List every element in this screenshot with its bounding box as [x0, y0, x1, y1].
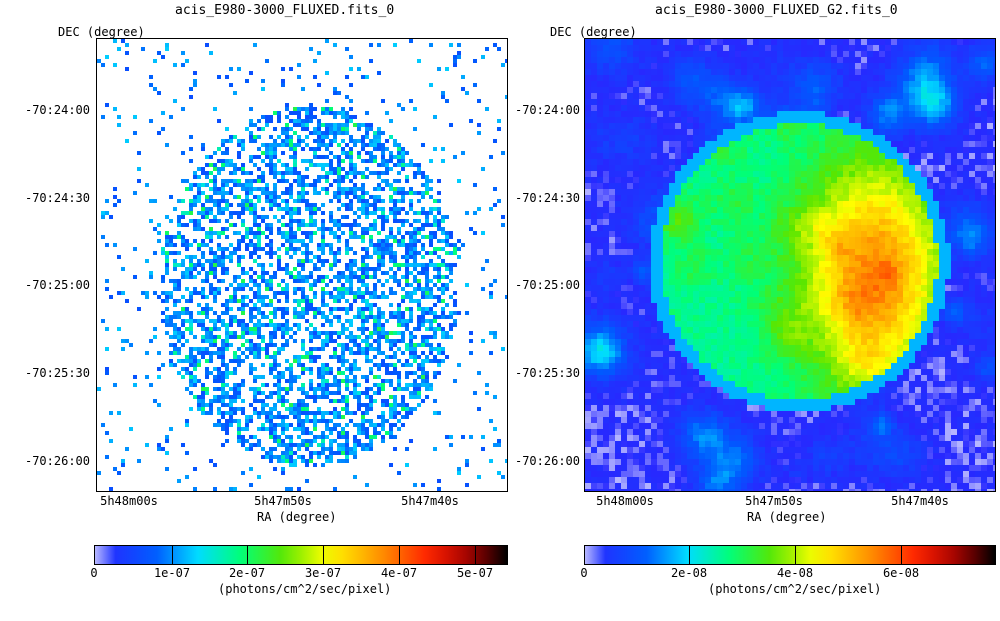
left-colorbar-tick-label: 3e-07	[304, 566, 342, 580]
left-colorbar	[94, 545, 508, 565]
left-colorbar-tickmark	[247, 545, 248, 565]
left-x-tick: 5h47m50s	[254, 494, 312, 508]
right-y-tick: -70:24:30	[514, 191, 580, 205]
left-colorbar-tick-label: 4e-07	[380, 566, 418, 580]
left-colorbar-label: (photons/cm^2/sec/pixel)	[218, 582, 392, 596]
left-image-title: acis_E980-3000_FLUXED.fits_0	[175, 3, 395, 18]
left-y-tick: -70:25:30	[24, 366, 90, 380]
right-x-tick: 5h47m40s	[891, 494, 949, 508]
right-colorbar-tickmark	[901, 545, 902, 565]
right-y-tick: -70:26:00	[514, 454, 580, 468]
right-colorbar-tick-label: 6e-08	[882, 566, 920, 580]
right-colorbar-tick-label: 4e-08	[776, 566, 814, 580]
right-colorbar-tickmark	[689, 545, 690, 565]
left-y-tick: -70:24:00	[24, 103, 90, 117]
left-colorbar-tickmark	[172, 545, 173, 565]
left-colorbar-tick-label: 5e-07	[456, 566, 494, 580]
right-image-title: acis_E980-3000_FLUXED_G2.fits_0	[655, 3, 898, 18]
right-colorbar-tickmark	[795, 545, 796, 565]
left-heatmap-image	[97, 39, 507, 491]
left-colorbar-tickmark	[399, 545, 400, 565]
right-colorbar	[584, 545, 996, 565]
right-y-tick: -70:24:00	[514, 103, 580, 117]
left-colorbar-tickmark	[323, 545, 324, 565]
right-heatmap-image	[585, 39, 995, 491]
left-colorbar-tickmark	[475, 545, 476, 565]
left-y-tick: -70:24:30	[24, 191, 90, 205]
left-x-tick: 5h48m00s	[100, 494, 158, 508]
right-colorbar-label: (photons/cm^2/sec/pixel)	[708, 582, 882, 596]
right-x-axis-label: RA (degree)	[747, 510, 827, 524]
right-y-tick: -70:25:30	[514, 366, 580, 380]
left-x-axis-label: RA (degree)	[257, 510, 337, 524]
left-y-tick: -70:26:00	[24, 454, 90, 468]
left-colorbar-tick-label: 2e-07	[228, 566, 266, 580]
left-colorbar-tick-label: 1e-07	[153, 566, 191, 580]
right-x-tick: 5h47m50s	[745, 494, 803, 508]
right-x-tick: 5h48m00s	[596, 494, 654, 508]
left-x-tick: 5h47m40s	[401, 494, 459, 508]
left-y-tick: -70:25:00	[24, 278, 90, 292]
right-y-tick: -70:25:00	[514, 278, 580, 292]
right-colorbar-tick-label: 2e-08	[670, 566, 708, 580]
left-colorbar-tick-label: 0	[90, 566, 98, 580]
left-y-axis-label: DEC (degree)	[58, 25, 145, 39]
right-colorbar-tick-label: 0	[580, 566, 588, 580]
left-image-panel[interactable]	[96, 38, 508, 492]
right-y-axis-label: DEC (degree)	[550, 25, 637, 39]
right-image-panel[interactable]	[584, 38, 996, 492]
